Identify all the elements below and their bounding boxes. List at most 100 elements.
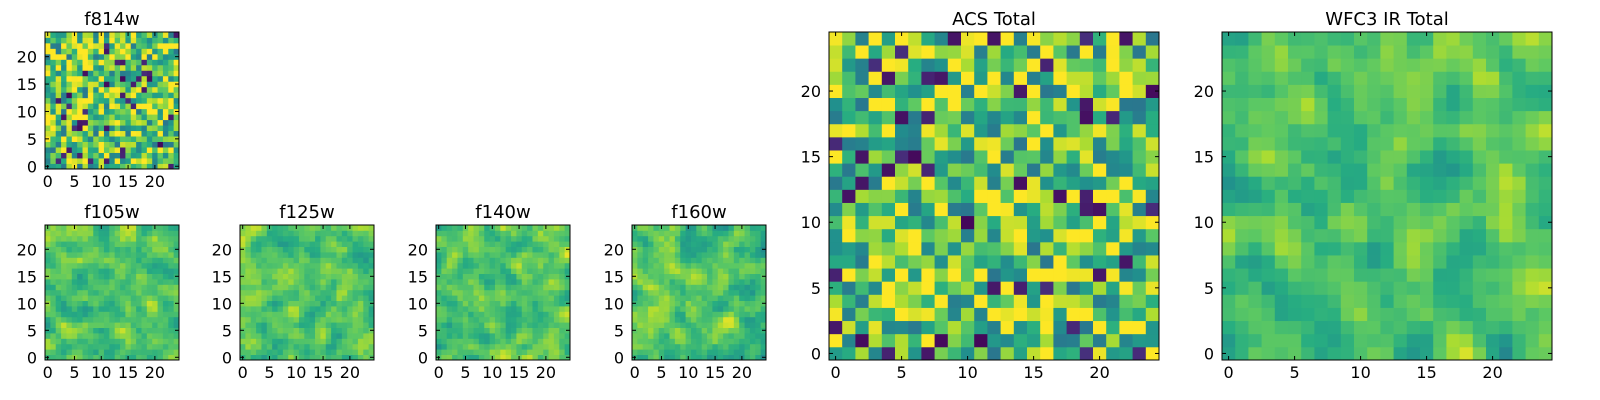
heatmap-cell [548,295,555,301]
heatmap-cell [987,346,1001,361]
heatmap-cell [352,311,359,318]
heatmap-cell [658,316,665,323]
heatmap-cell [272,289,278,296]
heatmap-cell [1406,84,1421,98]
heatmap-cell [136,163,142,170]
heatmap-cell [829,320,843,335]
heatmap-cell [71,300,78,307]
heatmap-cell [1274,163,1289,177]
heatmap-cell [1013,163,1028,177]
heatmap-cell [829,123,843,138]
heatmap-cell [45,241,51,247]
heatmap-cell [1538,163,1553,177]
heatmap-cell [363,316,370,323]
heatmap-cell [66,316,73,323]
heatmap-cell [1367,268,1381,282]
heatmap-cell [1301,110,1315,125]
heatmap-cell [500,289,507,296]
heatmap-cell [987,241,1001,256]
heatmap-cell [1512,136,1526,151]
heatmap-cell [45,70,51,77]
heatmap-cell [173,257,180,264]
heatmap-cell [1301,84,1315,98]
heatmap-cell [315,333,321,339]
heatmap-cell [87,354,94,361]
heatmap-cell [141,108,148,115]
heatmap-cell [98,262,105,269]
heatmap-cell [1119,110,1133,125]
heatmap-cell [1433,32,1447,46]
heatmap-cell [500,333,507,339]
heatmap-cell [1222,241,1236,256]
heatmap-cell [1053,71,1067,85]
heatmap-cell [162,246,169,253]
heatmap-cell [157,327,164,334]
heatmap-cell [1145,307,1160,322]
heatmap-cell [146,141,153,148]
heatmap-cell [701,338,708,345]
heatmap-cell [55,311,62,318]
heatmap-cell [71,246,78,253]
heatmap-cell [446,316,453,323]
heatmap-cell [669,289,676,296]
heatmap-cell [712,241,719,247]
heatmap-cell [98,241,105,247]
heatmap-cell [446,295,453,301]
heatmap-cell [457,252,464,258]
heatmap-cell [1261,333,1276,348]
heatmap-cell [755,306,762,312]
heatmap-cell [146,92,153,99]
heatmap-cell [1314,241,1328,256]
heatmap-cell [452,262,458,269]
heatmap-cell [1222,268,1236,282]
heatmap-cell [895,58,909,72]
heatmap-cell [532,268,539,274]
heatmap-cell [1327,45,1342,59]
heatmap-cell [315,252,321,258]
heatmap-cell [489,343,496,350]
heatmap-cell [1446,136,1460,151]
y-tick-label: 0 [811,344,821,363]
heatmap-cell [61,333,67,339]
heatmap-cell [842,58,856,72]
heatmap-cell [468,327,474,334]
heatmap-cell [511,333,517,339]
heatmap-cell [473,225,480,231]
heatmap-cell [1106,281,1120,295]
heatmap-cell [141,316,148,323]
heatmap-cell [114,86,121,93]
heatmap-cell [516,289,523,296]
heatmap-cell [728,295,735,301]
heatmap-cell [723,230,729,237]
heatmap-cell [908,294,922,308]
heatmap-cell [304,354,311,361]
heatmap-cell [478,354,485,361]
heatmap-cell [1538,97,1553,112]
heatmap-cell [744,225,751,231]
heatmap-cell [315,316,321,323]
heatmap-cell [961,136,975,151]
heatmap-cell [690,246,697,253]
heatmap-cell [712,338,719,345]
heatmap-cell [462,284,469,291]
heatmap-cell [1013,189,1028,203]
heatmap-cell [564,252,571,258]
heatmap-cell [1248,84,1262,98]
heatmap-cell [98,343,105,350]
heatmap-cell [352,327,359,334]
heatmap-cell [168,257,175,264]
heatmap-cell [309,252,316,258]
heatmap-cell [357,257,364,264]
heatmap-cell [304,246,311,253]
heatmap-cell [173,349,180,355]
heatmap-cell [723,316,729,323]
heatmap-cell [1420,163,1434,177]
heatmap-cell [304,230,311,237]
heatmap-cell [658,295,665,301]
heatmap-cell [168,32,175,38]
heatmap-cell [152,284,158,291]
heatmap-cell [1538,189,1553,203]
heatmap-cell [516,262,523,269]
heatmap-cell [527,246,533,253]
heatmap-cell [1525,97,1540,112]
